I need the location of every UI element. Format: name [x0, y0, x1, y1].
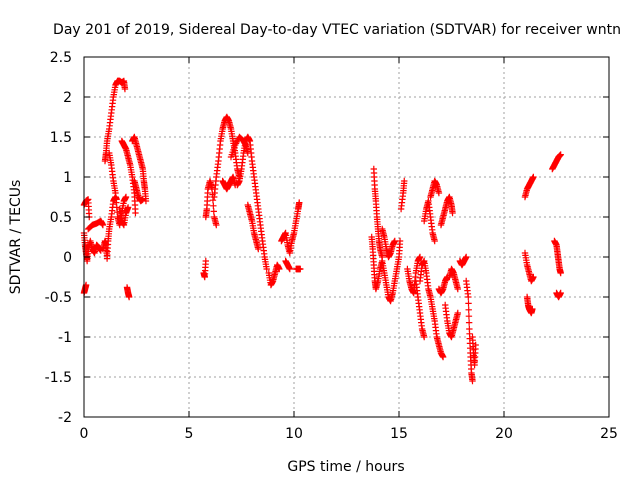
data-point: [276, 265, 283, 273]
x-tick-label: 15: [390, 426, 408, 442]
grid-lines: [84, 57, 609, 417]
data-point: [469, 377, 476, 385]
y-tick-label: 1: [63, 170, 72, 186]
data-point: [454, 285, 461, 293]
data-point: [465, 313, 473, 320]
data-point: [421, 333, 428, 341]
data-point: [530, 173, 537, 181]
data-point: [255, 245, 262, 253]
data-point: [209, 197, 217, 204]
data-point: [529, 305, 536, 313]
x-tick-label: 5: [185, 426, 194, 442]
data-point: [465, 300, 472, 307]
data-points: [80, 77, 564, 385]
data-point: [297, 265, 304, 273]
data-point: [121, 85, 129, 93]
y-tick-label: -1.5: [45, 370, 72, 386]
data-point: [439, 353, 447, 361]
data-point: [435, 189, 443, 197]
data-point: [465, 319, 473, 326]
data-point: [454, 309, 461, 317]
axis-ticks: [83, 56, 610, 418]
data-point: [210, 202, 217, 209]
data-point: [557, 289, 564, 297]
y-tick-label: 1.5: [50, 130, 72, 146]
data-point: [125, 293, 133, 301]
data-point: [465, 306, 472, 313]
y-tick-label: -2: [58, 410, 72, 426]
data-point: [99, 221, 107, 229]
x-tick-labels: 0 5 10 15 20 25: [80, 426, 618, 442]
data-point: [416, 253, 424, 261]
data-point: [557, 269, 564, 277]
y-tick-label: -0.5: [45, 290, 72, 306]
y-tick-label: -1: [58, 330, 72, 346]
data-point: [472, 341, 479, 349]
data-point: [122, 193, 130, 201]
data-point: [139, 196, 146, 203]
x-tick-label: 10: [285, 426, 303, 442]
data-point: [296, 199, 303, 206]
data-point: [530, 273, 537, 281]
y-tick-label: 0: [63, 250, 72, 266]
y-axis-label: SDTVAR / TECUs: [8, 180, 24, 295]
y-tick-labels: -2 -1.5 -1 -0.5 0 0.5 1 1.5 2 2.5: [45, 50, 72, 426]
data-point: [465, 293, 472, 301]
data-point: [210, 208, 217, 215]
y-tick-label: 2.5: [50, 50, 72, 66]
y-tick-label: 2: [63, 90, 72, 106]
data-point: [391, 237, 398, 245]
x-tick-label: 0: [80, 426, 89, 442]
data-point: [124, 204, 132, 211]
data-point: [202, 257, 209, 265]
data-point: [213, 221, 220, 229]
x-axis-label: GPS time / hours: [287, 459, 404, 475]
data-point: [557, 151, 564, 158]
y-tick-label: 0.5: [50, 210, 72, 226]
x-tick-label: 25: [600, 426, 618, 442]
data-point: [286, 265, 293, 273]
x-tick-label: 20: [495, 426, 513, 442]
data-point: [401, 177, 408, 185]
data-point: [463, 253, 470, 261]
plot-frame: [83, 56, 610, 418]
chart-title: Day 201 of 2019, Sidereal Day-to-day VTE…: [53, 22, 621, 38]
data-point: [263, 265, 270, 273]
data-point: [132, 209, 139, 217]
data-point: [431, 237, 438, 245]
data-point: [449, 209, 456, 217]
